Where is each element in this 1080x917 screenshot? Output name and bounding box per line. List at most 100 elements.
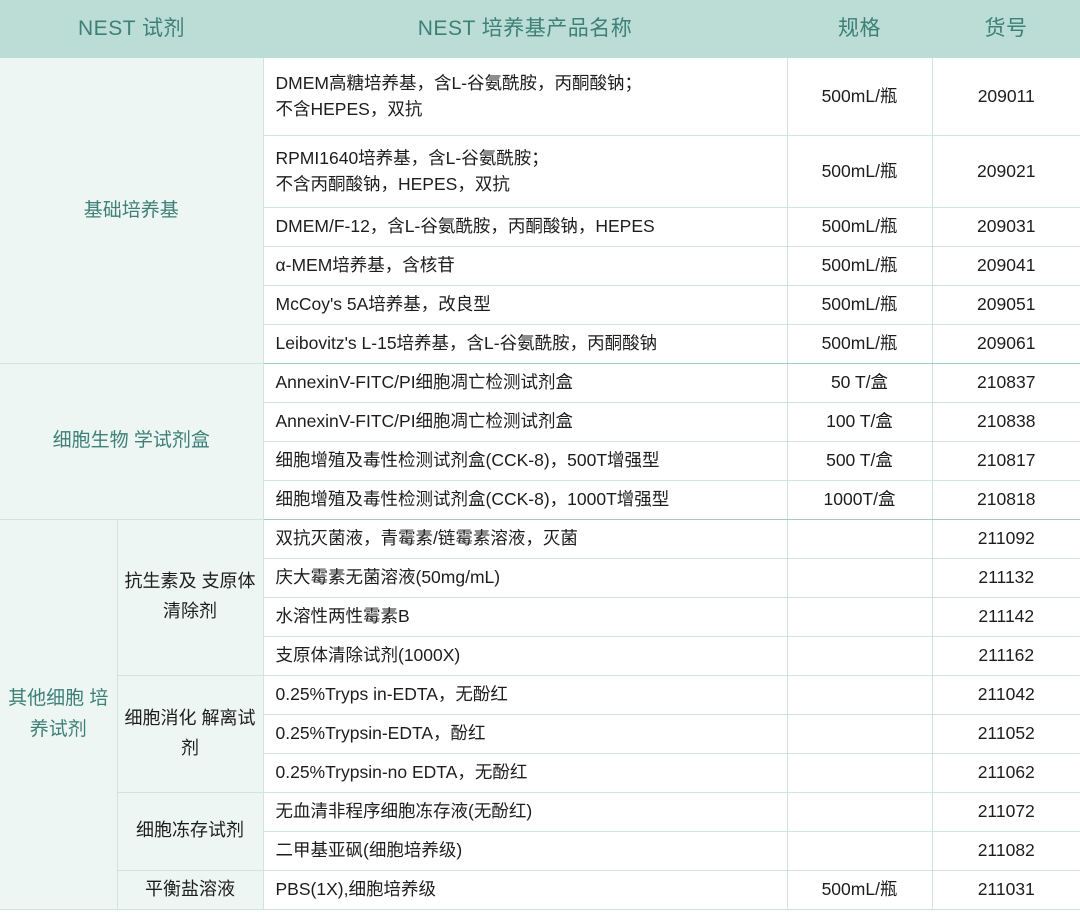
cat-no-cell: 211082 xyxy=(931,831,1080,871)
column-header-product-name: NEST 培养基产品名称 xyxy=(263,0,787,58)
cat-no-cell: 210817 xyxy=(931,441,1080,481)
table-row: 支原体清除试剂(1000X) 211162 xyxy=(0,636,1080,676)
category-line-1: 细胞生物 xyxy=(52,430,129,452)
table-row: 基础培养基 DMEM高糖培养基，含L-谷氨酰胺，丙酮酸钠； 不含HEPES，双抗… xyxy=(0,58,1080,364)
table-row: 细胞增殖及毒性检测试剂盒(CCK-8)，1000T增强型 1000T/盒 210… xyxy=(0,480,1080,520)
subcategory-line-2: 支原体清除剂 xyxy=(163,571,256,621)
cat-no-cell: 209061 xyxy=(931,324,1080,364)
category-cell-cell-biology-kits: 细胞生物 学试剂盒 xyxy=(0,363,264,520)
product-name-cell: 细胞增殖及毒性检测试剂盒(CCK-8)，1000T增强型 xyxy=(262,480,788,520)
table-row: Leibovitz's L-15培养基，含L-谷氨酰胺，丙酮酸钠 500mL/瓶… xyxy=(0,324,1080,364)
product-name-line-2: 不含丙酮酸钠，HEPES，双抗 xyxy=(275,174,510,194)
product-name-cell: 0.25%Trypsin-no EDTA，无酚红 xyxy=(262,753,788,793)
category-line-2: 培养试剂 xyxy=(29,687,109,740)
product-name-line-2: 不含HEPES，双抗 xyxy=(275,99,423,120)
product-name-cell: 细胞增殖及毒性检测试剂盒(CCK-8)，500T增强型 xyxy=(262,441,788,481)
product-name-cell: α-MEM培养基，含核苷 xyxy=(262,246,788,286)
product-name-cell: PBS(1X),细胞培养级 xyxy=(262,870,788,910)
product-name-cell: 双抗灭菌液，青霉素/链霉素溶液，灭菌 xyxy=(262,519,788,559)
spec-cell xyxy=(786,675,933,715)
product-name-cell: 0.25%Tryps in-EDTA，无酚红 xyxy=(262,675,788,715)
product-name-line-1: DMEM高糖培养基，含L-谷氨酰胺，丙酮酸钠； xyxy=(275,73,643,93)
product-name-cell: McCoy's 5A培养基，改良型 xyxy=(262,285,788,325)
table-row: α-MEM培养基，含核苷 500mL/瓶 209041 xyxy=(0,246,1080,286)
spec-cell: 500mL/瓶 xyxy=(786,324,933,364)
product-name-cell: 无血清非程序细胞冻存液(无酚红) xyxy=(262,792,788,832)
cat-no-cell: 209031 xyxy=(931,207,1080,247)
product-name-cell: 0.25%Trypsin-EDTA，酚红 xyxy=(262,714,788,754)
column-header-category: NEST 试剂 xyxy=(0,0,263,58)
product-name-cell: DMEM高糖培养基，含L-谷氨酰胺，丙酮酸钠； 不含HEPES，双抗 xyxy=(262,58,788,136)
table-row: 细胞生物 学试剂盒 AnnexinV-FITC/PI细胞凋亡检测试剂盒 50 T… xyxy=(0,363,1080,520)
spec-cell xyxy=(786,831,933,871)
table-row: 0.25%Trypsin-EDTA，酚红 211052 xyxy=(0,714,1080,754)
table-body: 基础培养基 DMEM高糖培养基，含L-谷氨酰胺，丙酮酸钠； 不含HEPES，双抗… xyxy=(0,58,1080,910)
product-name-cell: 支原体清除试剂(1000X) xyxy=(262,636,788,676)
cat-no-cell: 211142 xyxy=(931,597,1080,637)
spec-cell: 500mL/瓶 xyxy=(786,870,933,910)
spec-cell xyxy=(786,597,933,637)
spec-cell xyxy=(786,753,933,793)
product-name-cell: AnnexinV-FITC/PI细胞凋亡检测试剂盒 xyxy=(262,363,788,403)
spec-cell: 50 T/盒 xyxy=(786,363,933,403)
cat-no-cell: 211092 xyxy=(931,519,1080,559)
category-cell-other-cell-culture-reagents: 其他细胞 培养试剂 xyxy=(0,519,118,910)
subcategory-cell-balanced-salt-solution: 平衡盐溶液 xyxy=(116,870,264,910)
subcategory-cell-dissociation: 细胞消化 解离试剂 xyxy=(116,675,264,793)
table-row: 细胞消化 解离试剂 0.25%Tryps in-EDTA，无酚红 211042 xyxy=(0,675,1080,793)
cat-no-cell: 211072 xyxy=(931,792,1080,832)
cat-no-cell: 209011 xyxy=(931,58,1080,136)
table-row: RPMI1640培养基，含L-谷氨酰胺； 不含丙酮酸钠，HEPES，双抗 500… xyxy=(0,135,1080,208)
cat-no-cell: 209041 xyxy=(931,246,1080,286)
spec-cell: 500mL/瓶 xyxy=(786,207,933,247)
table-row: 二甲基亚砜(细胞培养级) 211082 xyxy=(0,831,1080,871)
cat-no-cell: 209051 xyxy=(931,285,1080,325)
subcategory-cell-cryopreservation: 细胞冻存试剂 xyxy=(116,792,264,871)
spec-cell: 500mL/瓶 xyxy=(786,246,933,286)
cat-no-cell: 211052 xyxy=(931,714,1080,754)
table-row: 细胞冻存试剂 无血清非程序细胞冻存液(无酚红) 211072 xyxy=(0,792,1080,871)
category-line-2: 学试剂盒 xyxy=(133,430,210,452)
product-name-cell: Leibovitz's L-15培养基，含L-谷氨酰胺，丙酮酸钠 xyxy=(262,324,788,364)
spec-cell: 500 T/盒 xyxy=(786,441,933,481)
product-name-cell: 水溶性两性霉素B xyxy=(262,597,788,637)
column-header-cat-no: 货号 xyxy=(932,0,1080,58)
spec-cell: 500mL/瓶 xyxy=(786,58,933,136)
table-row: McCoy's 5A培养基，改良型 500mL/瓶 209051 xyxy=(0,285,1080,325)
category-cell-basal-media: 基础培养基 xyxy=(0,58,264,364)
cat-no-cell: 210838 xyxy=(931,402,1080,442)
cat-no-cell: 209021 xyxy=(931,135,1080,208)
cat-no-cell: 211162 xyxy=(931,636,1080,676)
cat-no-cell: 210837 xyxy=(931,363,1080,403)
column-header-spec: 规格 xyxy=(787,0,932,58)
category-line-1: 其他细胞 xyxy=(8,687,85,709)
spec-cell: 500mL/瓶 xyxy=(786,135,933,208)
product-name-cell: 庆大霉素无菌溶液(50mg/mL) xyxy=(262,558,788,598)
table-header: NEST 试剂 NEST 培养基产品名称 规格 货号 xyxy=(0,0,1080,58)
cat-no-cell: 211062 xyxy=(931,753,1080,793)
cat-no-cell: 210818 xyxy=(931,480,1080,520)
cat-no-cell: 211031 xyxy=(931,870,1080,910)
table-row: 0.25%Trypsin-no EDTA，无酚红 211062 xyxy=(0,753,1080,793)
spec-cell xyxy=(786,792,933,832)
cat-no-cell: 211132 xyxy=(931,558,1080,598)
subcategory-line-2: 解离试剂 xyxy=(181,707,256,758)
product-name-cell: AnnexinV-FITC/PI细胞凋亡检测试剂盒 xyxy=(262,402,788,442)
spec-cell: 100 T/盒 xyxy=(786,402,933,442)
spec-cell xyxy=(786,519,933,559)
spec-cell: 1000T/盒 xyxy=(786,480,933,520)
product-name-line-1: RPMI1640培养基，含L-谷氨酰胺； xyxy=(275,147,549,168)
table-row: DMEM/F-12，含L-谷氨酰胺，丙酮酸钠，HEPES 500mL/瓶 209… xyxy=(0,207,1080,247)
table-row: 细胞增殖及毒性检测试剂盒(CCK-8)，500T增强型 500 T/盒 2108… xyxy=(0,441,1080,481)
spec-cell: 500mL/瓶 xyxy=(786,285,933,325)
table-row: 庆大霉素无菌溶液(50mg/mL) 211132 xyxy=(0,558,1080,598)
product-name-cell: 二甲基亚砜(细胞培养级) xyxy=(262,831,788,871)
cat-no-cell: 211042 xyxy=(931,675,1080,715)
table-row: AnnexinV-FITC/PI细胞凋亡检测试剂盒 100 T/盒 210838 xyxy=(0,402,1080,442)
product-name-cell: DMEM/F-12，含L-谷氨酰胺，丙酮酸钠，HEPES xyxy=(262,207,788,247)
subcategory-line-1: 抗生素及 xyxy=(124,571,197,592)
table-row: 平衡盐溶液 PBS(1X),细胞培养级 500mL/瓶 211031 xyxy=(0,870,1080,910)
spec-cell xyxy=(786,558,933,598)
table-header-row: NEST 试剂 NEST 培养基产品名称 规格 货号 xyxy=(0,0,1080,58)
table-row: 水溶性两性霉素B 211142 xyxy=(0,597,1080,637)
